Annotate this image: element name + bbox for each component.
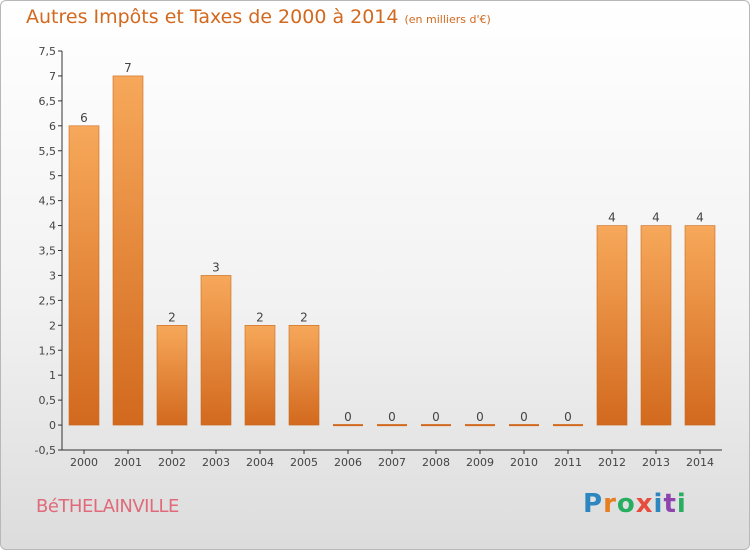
y-tick-label: 3,5 (39, 245, 57, 258)
chart-title-text: Autres Impôts et Taxes de 2000 à 2014 (26, 6, 399, 28)
x-tick-label: 2003 (202, 456, 230, 469)
y-tick-label: 0 (49, 419, 56, 432)
data-label: 0 (344, 410, 352, 424)
x-tick-label: 2009 (466, 456, 494, 469)
data-label: 2 (256, 310, 264, 324)
x-tick-label: 2000 (70, 456, 98, 469)
x-tick-label: 2014 (686, 456, 714, 469)
data-label: 0 (476, 410, 484, 424)
data-label: 0 (520, 410, 528, 424)
chart-data-labels: 6 7 2 3 2 2 0 0 0 0 0 0 4 4 4 (80, 61, 704, 424)
chart-subtitle: (en milliers d'€) (404, 13, 491, 26)
bar (640, 225, 672, 426)
logo-letter: P (583, 489, 604, 519)
y-tick-label: 6,5 (39, 95, 57, 108)
x-tick-label: 2001 (114, 456, 142, 469)
x-tick-label: 2013 (642, 456, 670, 469)
data-label: 4 (696, 211, 704, 225)
y-tick-label: 7,5 (39, 45, 57, 58)
data-label: 2 (300, 310, 308, 324)
y-tick-label: 4,5 (39, 195, 57, 208)
x-tick-label: 2010 (510, 456, 538, 469)
bar (156, 325, 188, 426)
y-tick-label: 0,5 (39, 394, 57, 407)
bar (200, 275, 232, 426)
bar (596, 225, 628, 426)
y-tick-label: 4 (49, 220, 56, 233)
logo-letter: i (653, 489, 664, 519)
y-tick-label: 1,5 (39, 344, 57, 357)
x-tick-label: 2002 (158, 456, 186, 469)
y-tick-label: 1 (49, 369, 56, 382)
bar (112, 75, 144, 426)
y-tick-label: 2 (49, 319, 56, 332)
x-tick-label: 2008 (422, 456, 450, 469)
y-tick-label: -0,5 (35, 444, 56, 457)
logo-letter: t (663, 489, 677, 519)
bar (68, 125, 100, 426)
data-label: 7 (124, 61, 132, 75)
data-label: 2 (168, 310, 176, 324)
bar (244, 325, 276, 426)
y-tick-label: 5,5 (39, 145, 57, 158)
x-tick-label: 2012 (598, 456, 626, 469)
proxiti-logo: Proxiti (583, 489, 687, 519)
x-tick-label: 2006 (334, 456, 362, 469)
data-label: 4 (608, 211, 616, 225)
data-label: 3 (212, 260, 220, 274)
y-tick-label: 6 (49, 120, 56, 133)
y-tick-label: 7 (49, 70, 56, 83)
logo-letter: i (676, 489, 687, 519)
commune-name: BéTHELAINVILLE (36, 496, 179, 517)
data-label: 4 (652, 211, 660, 225)
x-tick-label: 2011 (554, 456, 582, 469)
logo-letter: o (616, 489, 636, 519)
bar (684, 225, 716, 426)
data-label: 0 (432, 410, 440, 424)
chart-bars (68, 75, 716, 427)
y-tick-label: 3 (49, 269, 56, 282)
x-tick-label: 2005 (290, 456, 318, 469)
x-tick-label: 2004 (246, 456, 274, 469)
logo-letter: x (635, 489, 654, 519)
data-label: 0 (388, 410, 396, 424)
y-tick-label: 5 (49, 170, 56, 183)
data-label: 6 (80, 111, 88, 125)
chart-title: Autres Impôts et Taxes de 2000 à 2014 (en… (26, 6, 491, 28)
chart-axes: -0,500,511,522,533,544,555,566,577,52000… (35, 45, 722, 469)
data-label: 0 (564, 410, 572, 424)
logo-letter: r (603, 489, 617, 519)
bar (288, 325, 320, 426)
x-tick-label: 2007 (378, 456, 406, 469)
y-tick-label: 2,5 (39, 294, 57, 307)
